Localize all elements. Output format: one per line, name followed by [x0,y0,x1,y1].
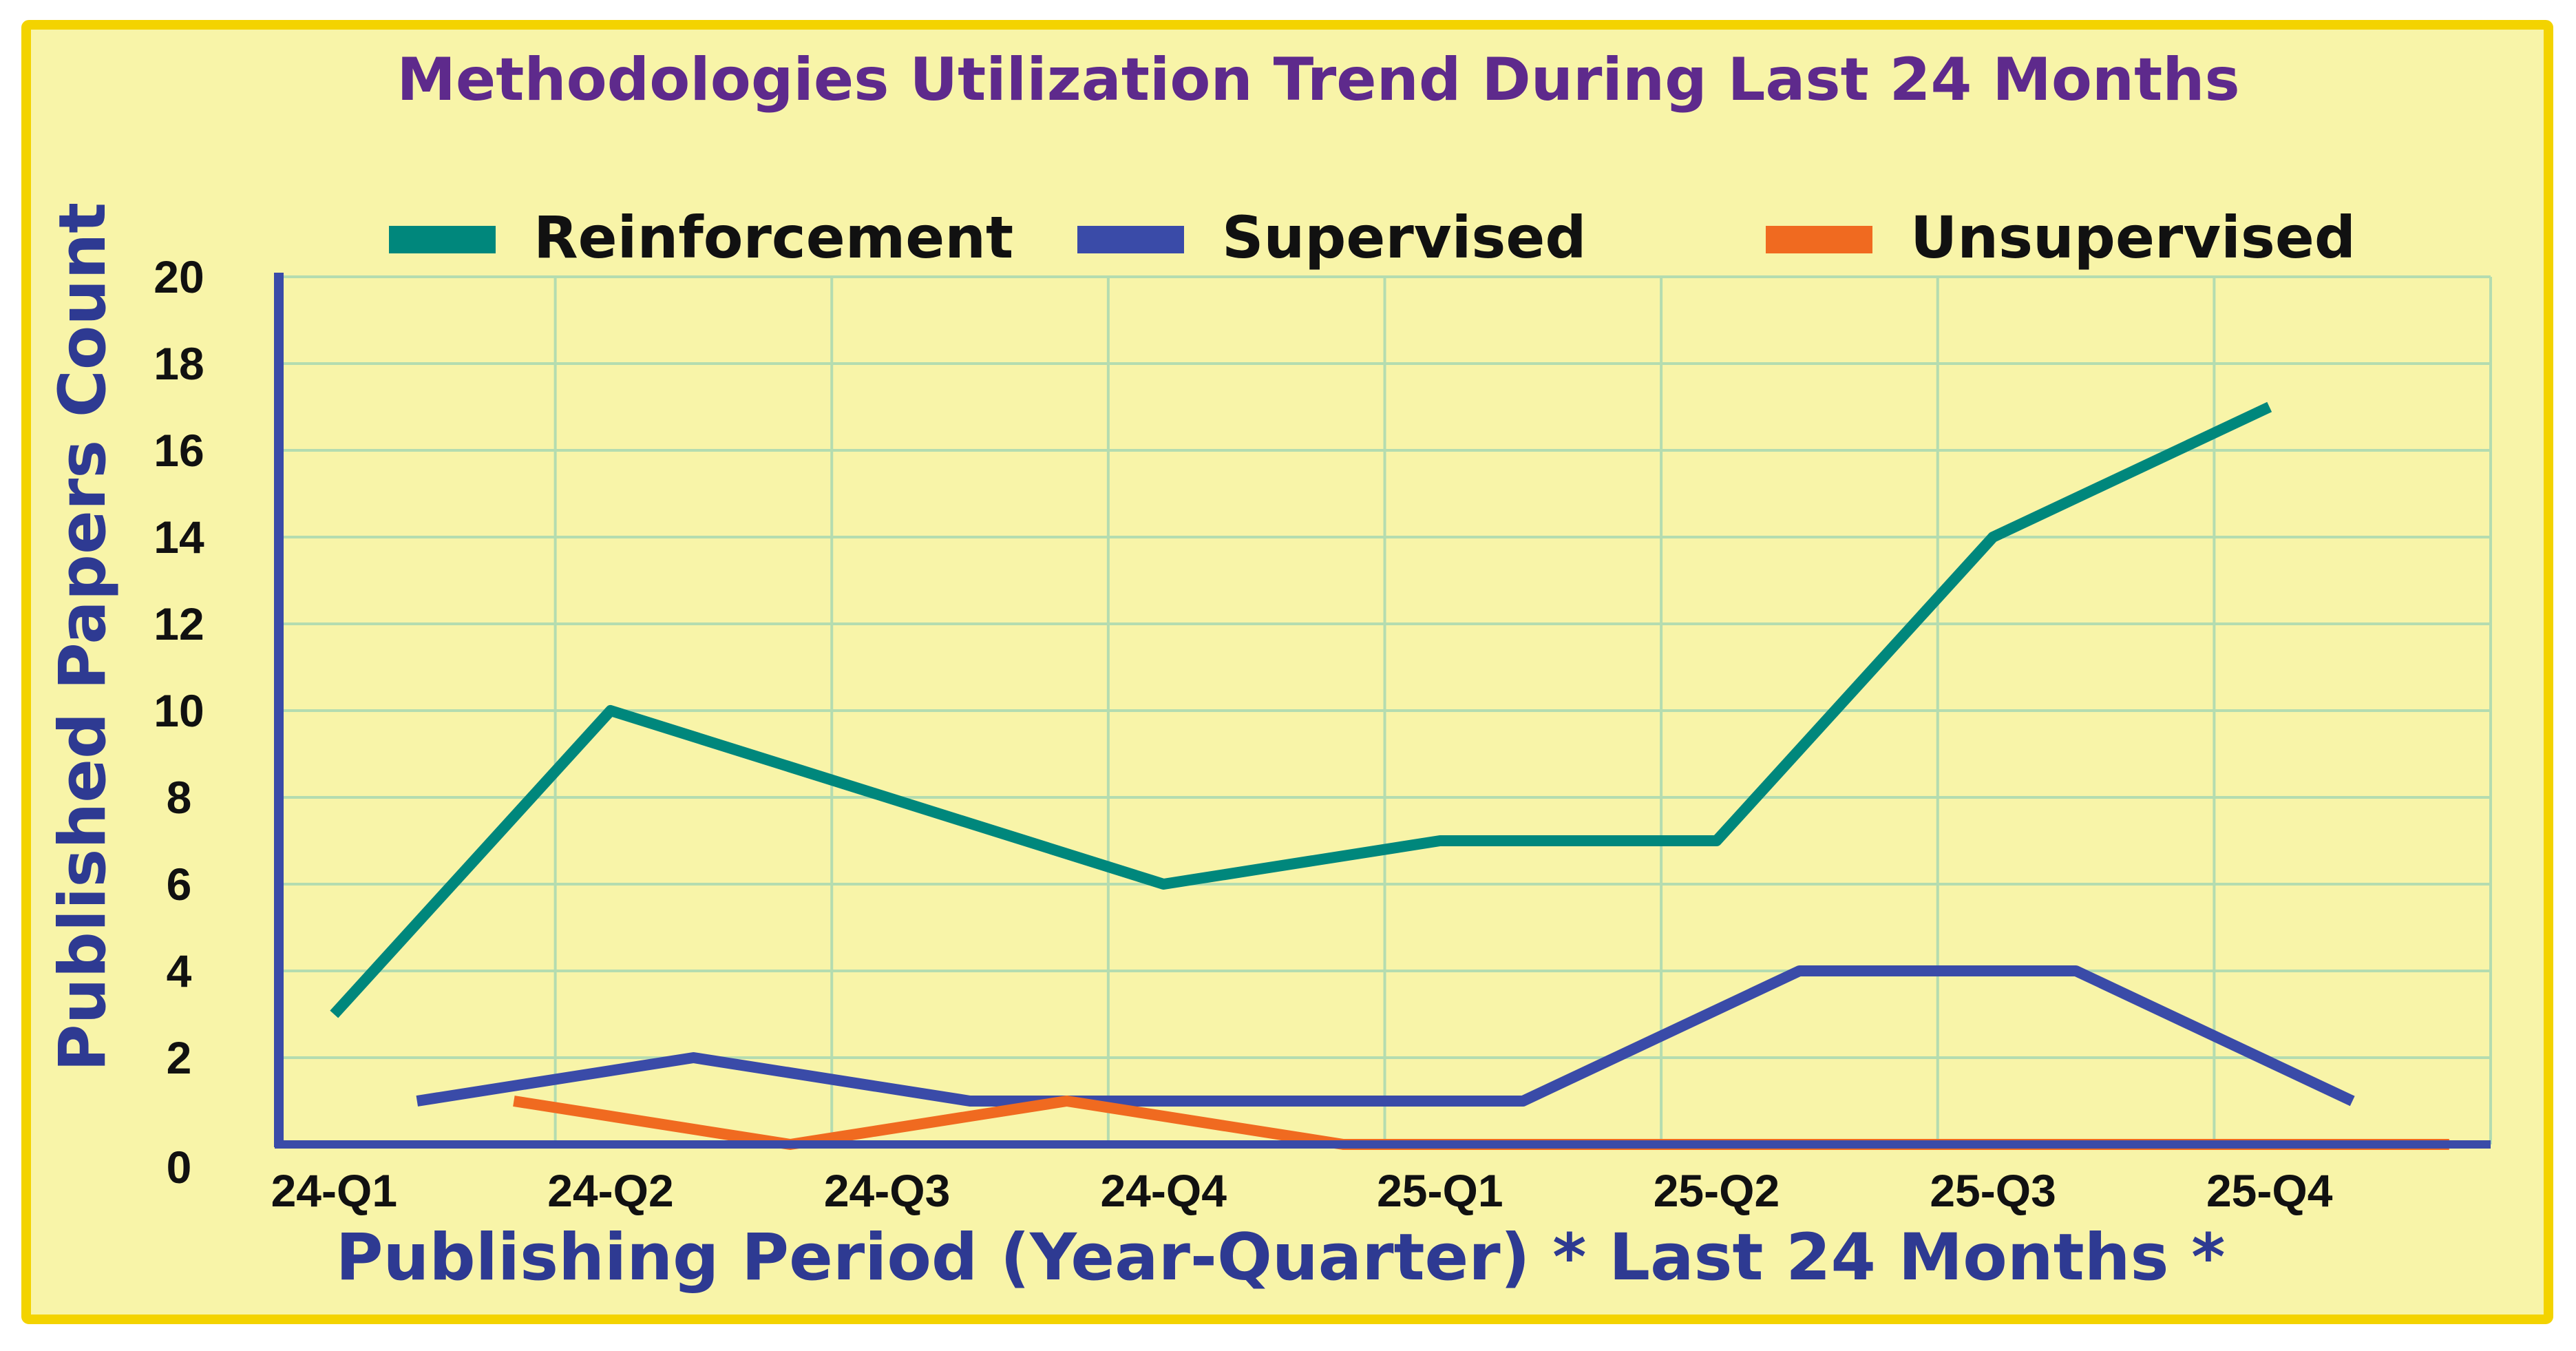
x-tick-label-3: 24-Q4 [1100,1165,1227,1216]
y-tick-label-8: 16 [154,425,204,476]
y-tick-label-4: 8 [167,772,192,823]
legend-swatch-reinforcement [389,226,496,253]
x-tick-label-5: 25-Q2 [1654,1165,1780,1216]
y-tick-label-7: 14 [154,512,204,563]
y-tick-label-5: 10 [154,685,204,736]
y-axis-title: Published Papers Count [45,202,120,1071]
y-tick-label-3: 6 [167,859,192,910]
legend-swatch-supervised [1077,226,1184,253]
y-tick-label-0: 0 [167,1142,192,1193]
legend-label-unsupervised: Unsupervised [1910,204,2356,271]
legend-label-reinforcement: Reinforcement [534,204,1013,271]
x-tick-label-0: 24-Q1 [271,1165,397,1216]
x-tick-label-6: 25-Q3 [1930,1165,2056,1216]
legend-swatch-unsupervised [1766,226,1872,253]
legend: Reinforcement Supervised Unsupervised [389,204,2356,271]
chart-title: Methodologies Utilization Trend During L… [397,45,2239,114]
legend-label-supervised: Supervised [1222,204,1586,271]
y-tick-label-6: 12 [154,598,204,649]
x-tick-label-2: 24-Q3 [824,1165,950,1216]
y-tick-label-9: 18 [154,338,204,389]
y-tick-label-2: 4 [167,945,192,996]
x-tick-label-1: 24-Q2 [547,1165,673,1216]
x-tick-label-7: 25-Q4 [2206,1165,2333,1216]
x-axis-title: Publishing Period (Year-Quarter) * Last … [336,1220,2226,1295]
y-tick-label-10: 20 [154,251,204,302]
x-tick-label-4: 25-Q1 [1377,1165,1503,1216]
y-tick-label-1: 2 [167,1032,192,1083]
